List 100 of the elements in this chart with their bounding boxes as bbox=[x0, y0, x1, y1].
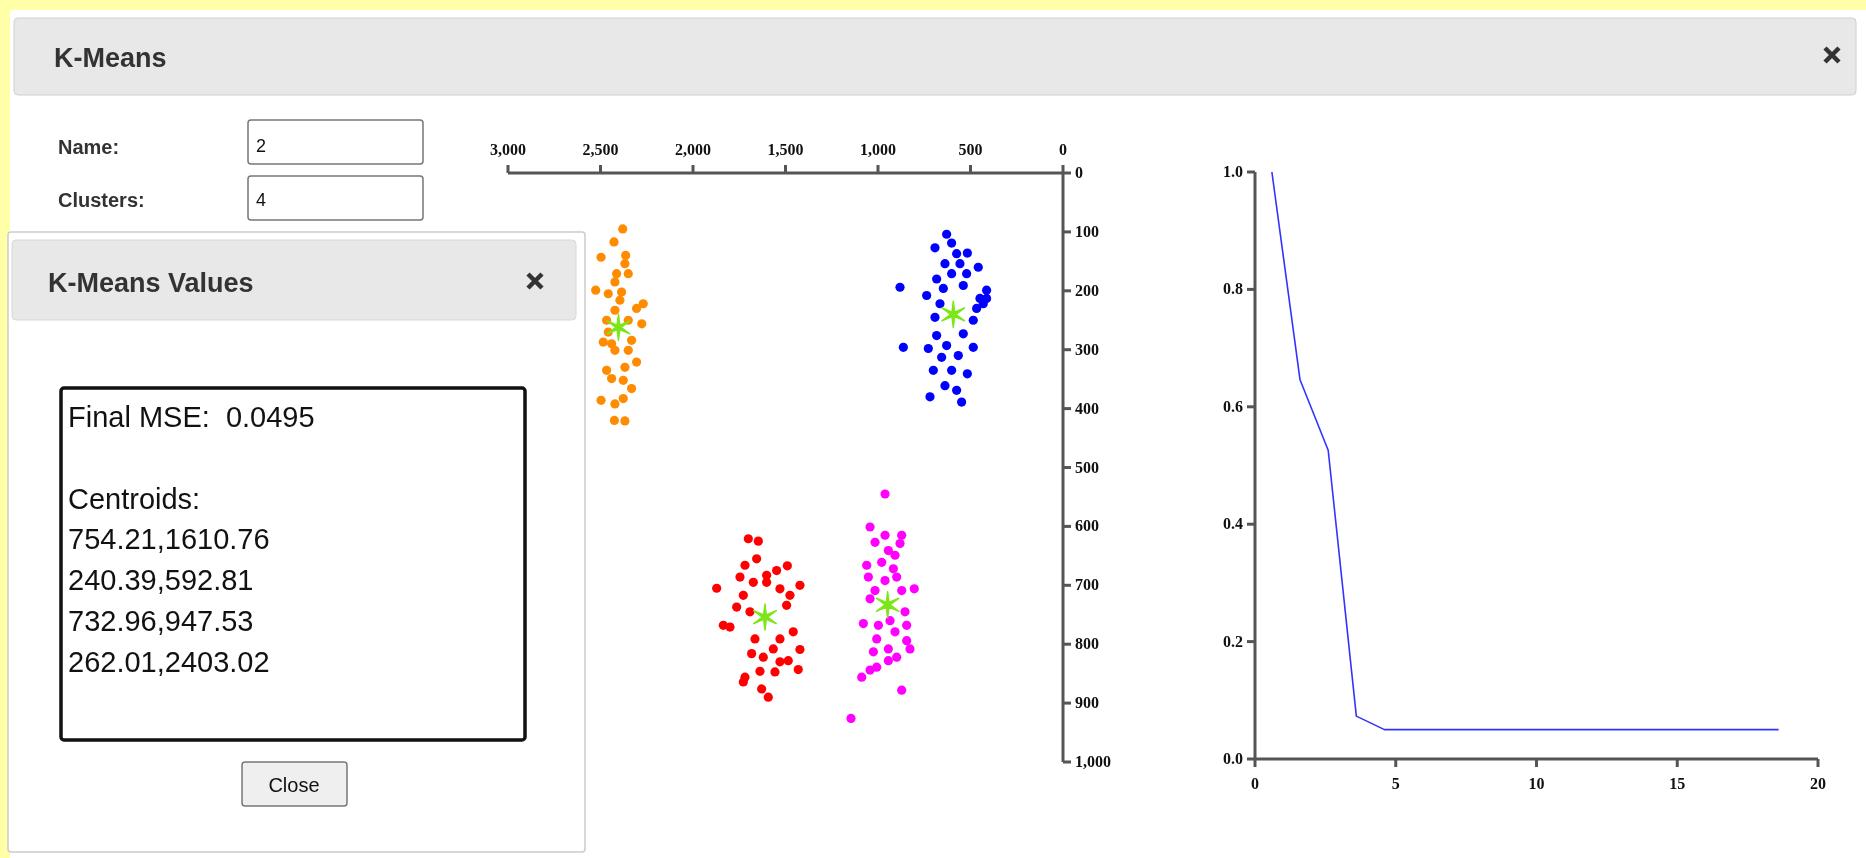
point bbox=[753, 536, 763, 546]
point bbox=[982, 293, 992, 304]
text: Centroids: bbox=[68, 483, 201, 515]
point bbox=[955, 259, 965, 269]
point bbox=[932, 274, 942, 284]
point bbox=[872, 634, 882, 644]
point bbox=[610, 399, 620, 409]
point bbox=[857, 672, 867, 682]
point bbox=[973, 262, 983, 272]
point bbox=[890, 627, 900, 637]
point bbox=[620, 259, 630, 269]
text: 2 bbox=[256, 136, 267, 156]
point bbox=[738, 677, 748, 687]
point bbox=[775, 634, 785, 644]
point bbox=[923, 343, 933, 354]
point bbox=[757, 684, 767, 694]
y-tick-label: 900 bbox=[1075, 694, 1099, 712]
point bbox=[637, 319, 647, 329]
point bbox=[775, 584, 785, 594]
point bbox=[740, 560, 750, 570]
text: 4 bbox=[256, 190, 267, 210]
point bbox=[938, 283, 948, 294]
point bbox=[738, 590, 748, 600]
y-tick-label: 0.4 bbox=[1223, 515, 1243, 533]
point bbox=[890, 550, 900, 560]
y-tick-label: 200 bbox=[1075, 281, 1099, 299]
point bbox=[610, 305, 620, 315]
point bbox=[972, 303, 982, 314]
point bbox=[870, 586, 880, 596]
point bbox=[863, 572, 873, 582]
point bbox=[615, 295, 625, 305]
point bbox=[606, 313, 631, 342]
point bbox=[631, 357, 642, 367]
point bbox=[940, 259, 950, 269]
point bbox=[762, 577, 772, 587]
point bbox=[735, 572, 745, 582]
x-tick-label: 2,000 bbox=[675, 141, 711, 158]
point bbox=[747, 649, 757, 659]
point bbox=[897, 586, 907, 596]
point bbox=[962, 269, 972, 279]
point bbox=[618, 393, 628, 404]
point bbox=[947, 238, 957, 248]
point bbox=[905, 644, 915, 654]
point bbox=[883, 656, 893, 666]
point bbox=[610, 277, 620, 287]
y-tick-label: 300 bbox=[1075, 340, 1099, 358]
y-tick-label: 600 bbox=[1075, 517, 1099, 535]
text: K-Means bbox=[54, 43, 167, 73]
point bbox=[609, 237, 619, 247]
text: 754.21,1610.76 bbox=[68, 523, 270, 555]
point bbox=[892, 652, 902, 662]
point bbox=[877, 557, 887, 567]
x-tick-label: 5 bbox=[1391, 775, 1400, 792]
point bbox=[922, 290, 932, 301]
point bbox=[909, 584, 919, 594]
y-tick-label: 1.0 bbox=[1223, 163, 1243, 180]
point bbox=[885, 616, 895, 626]
point bbox=[940, 381, 950, 391]
text: 262.01,2403.02 bbox=[68, 646, 270, 678]
point bbox=[880, 489, 890, 499]
point bbox=[758, 652, 768, 662]
point bbox=[865, 665, 875, 675]
point bbox=[712, 583, 722, 593]
point bbox=[612, 269, 622, 279]
point bbox=[755, 666, 765, 676]
x-tick-label: 3,000 bbox=[490, 141, 526, 158]
point bbox=[962, 248, 972, 258]
point bbox=[900, 607, 910, 617]
point bbox=[743, 534, 753, 544]
text: Close bbox=[268, 774, 320, 796]
point bbox=[895, 538, 905, 549]
x-tick-label: 500 bbox=[958, 141, 983, 158]
point bbox=[793, 664, 803, 675]
point bbox=[982, 285, 992, 295]
point bbox=[897, 685, 907, 695]
point bbox=[865, 522, 875, 532]
point bbox=[865, 594, 875, 604]
text: Name: bbox=[58, 136, 120, 158]
point bbox=[883, 545, 893, 556]
y-tick-label: 0.0 bbox=[1223, 750, 1243, 767]
point bbox=[598, 337, 608, 347]
x-tick-label: 2,500 bbox=[582, 141, 619, 158]
point bbox=[618, 224, 628, 234]
point bbox=[862, 560, 872, 570]
point bbox=[596, 252, 606, 262]
point bbox=[958, 280, 968, 291]
point bbox=[631, 303, 642, 314]
y-tick-label: 400 bbox=[1075, 399, 1099, 417]
point bbox=[902, 636, 912, 646]
point bbox=[783, 656, 793, 666]
point bbox=[795, 580, 805, 590]
y-tick-label: 100 bbox=[1075, 222, 1099, 240]
point bbox=[768, 644, 778, 654]
point bbox=[763, 692, 773, 702]
y-tick-label: 0.2 bbox=[1223, 632, 1243, 650]
point bbox=[875, 590, 900, 619]
point bbox=[623, 269, 633, 279]
point bbox=[596, 395, 606, 405]
line-series bbox=[1271, 171, 1780, 731]
point bbox=[870, 537, 880, 547]
